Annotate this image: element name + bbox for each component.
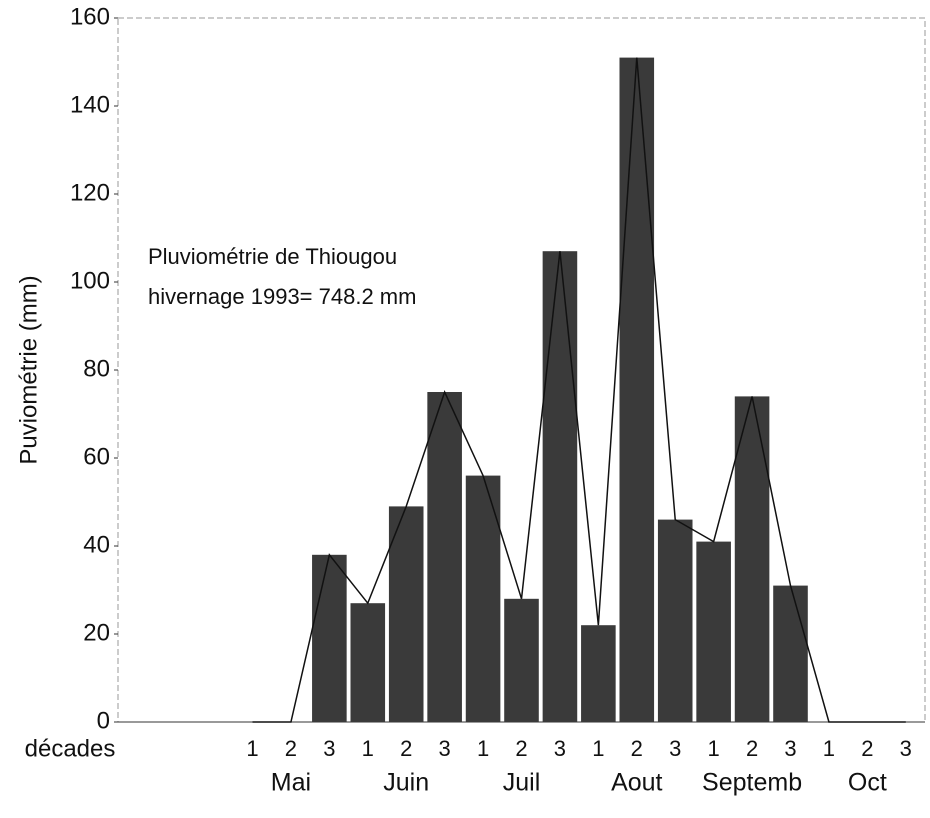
x-tick-label: 3 bbox=[784, 736, 796, 761]
x-tick-label: 3 bbox=[439, 736, 451, 761]
x-tick-label: 3 bbox=[554, 736, 566, 761]
x-axis-label: décades bbox=[25, 735, 116, 762]
y-tick-label: 0 bbox=[97, 707, 110, 734]
x-tick-label: 3 bbox=[900, 736, 912, 761]
line bbox=[252, 57, 906, 723]
bar bbox=[312, 554, 347, 722]
y-tick-label: 160 bbox=[70, 3, 110, 30]
y-tick-label: 120 bbox=[70, 179, 110, 206]
bar bbox=[657, 519, 693, 722]
y-tick-label: 140 bbox=[70, 91, 110, 118]
x-tick-label: 2 bbox=[861, 736, 873, 761]
bar bbox=[504, 598, 539, 722]
month-label: Aout bbox=[611, 769, 662, 797]
x-tick-label: 2 bbox=[285, 736, 297, 761]
bar bbox=[773, 585, 808, 722]
y-tick-label: 60 bbox=[83, 443, 110, 470]
month-label: Septemb bbox=[702, 769, 802, 797]
bar bbox=[350, 603, 386, 722]
x-tick-label: 2 bbox=[400, 736, 412, 761]
x-tick-label: 1 bbox=[362, 736, 374, 761]
x-tick-label: 2 bbox=[746, 736, 758, 761]
bar bbox=[388, 506, 424, 722]
y-axis-label: Puviométrie (mm) bbox=[15, 275, 42, 464]
x-tick-label: 2 bbox=[515, 736, 527, 761]
bar bbox=[619, 57, 655, 723]
x-tick-label: 1 bbox=[592, 736, 604, 761]
month-label: Mai bbox=[271, 769, 311, 797]
y-tick-label: 80 bbox=[83, 355, 110, 382]
x-tick-label: 1 bbox=[246, 736, 258, 761]
bar bbox=[542, 251, 578, 722]
y-tick-label: 20 bbox=[83, 619, 110, 646]
bar bbox=[581, 625, 616, 722]
month-label: Juil bbox=[503, 769, 541, 797]
x-tick-label: 2 bbox=[631, 736, 643, 761]
y-tick-label: 40 bbox=[83, 531, 110, 558]
x-tick-label: 1 bbox=[477, 736, 489, 761]
bar bbox=[734, 396, 770, 722]
bar bbox=[696, 541, 731, 722]
x-tick-label: 1 bbox=[823, 736, 835, 761]
x-tick-label: 3 bbox=[323, 736, 335, 761]
month-label: Juin bbox=[383, 769, 429, 797]
bar bbox=[427, 392, 462, 722]
annotation: hivernage 1993= 748.2 mm bbox=[148, 284, 416, 309]
x-tick-label: 1 bbox=[708, 736, 720, 761]
y-tick-label: 100 bbox=[70, 267, 110, 294]
annotation: Pluviométrie de Thiougou bbox=[148, 244, 397, 269]
bar bbox=[465, 475, 501, 722]
x-tick-label: 3 bbox=[669, 736, 681, 761]
month-label: Oct bbox=[848, 769, 887, 797]
